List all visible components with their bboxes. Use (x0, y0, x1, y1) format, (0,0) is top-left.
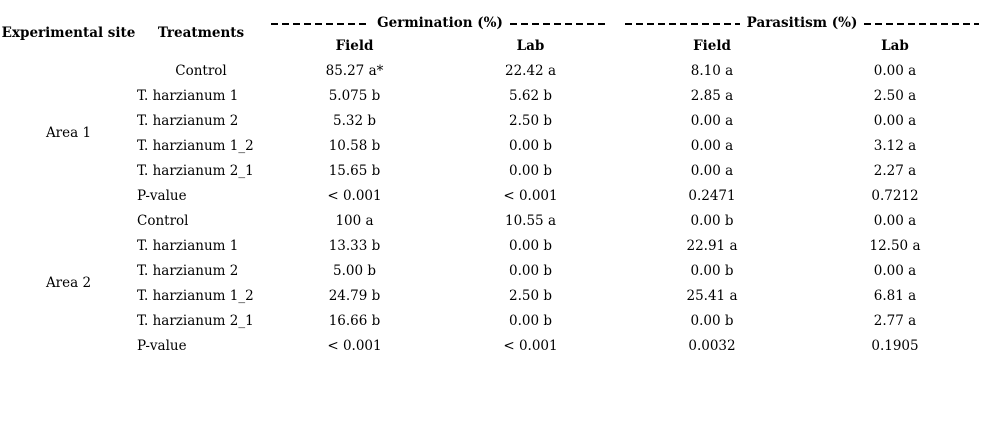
subcol-header-parasitism-lab: Lab (881, 38, 909, 54)
treatment-cell: T. harzianum 1 (137, 87, 239, 104)
treatment-cell: T. harzianum 2_1 (137, 312, 254, 329)
value-parasitism-field: 0.00 b (690, 262, 734, 279)
value-germination-field: 13.33 b (328, 237, 381, 254)
dash-line (625, 23, 740, 25)
value-parasitism-lab: 0.00 a (873, 212, 917, 229)
col-header-treatments: Treatments (157, 25, 245, 41)
value-parasitism-lab: 3.12 a (873, 137, 917, 154)
value-parasitism-lab: 2.50 a (873, 87, 917, 104)
value-germination-lab: 22.42 a (505, 62, 556, 79)
value-germination-lab: 10.55 a (505, 212, 556, 229)
value-parasitism-field: 0.0032 (688, 337, 736, 354)
treatments-results-table: Experimental site Treatments Germination… (2, 8, 990, 358)
value-germination-field: 24.79 b (328, 287, 381, 304)
col-header-experimental-site: Experimental site (1, 25, 136, 41)
dash-line (271, 23, 371, 25)
subcol-header-parasitism-field: Field (693, 38, 731, 54)
value-germination-field: 5.32 b (333, 112, 376, 129)
treatment-cell: T. harzianum 2_1 (137, 162, 254, 179)
area-label: Area 2 (45, 275, 92, 291)
subcol-header-germination-lab: Lab (516, 38, 545, 54)
dash-line (864, 23, 979, 25)
value-parasitism-lab: 0.00 a (873, 112, 917, 129)
value-parasitism-field: 0.2471 (688, 187, 736, 204)
value-germination-lab: 0.00 b (509, 162, 552, 179)
value-germination-field: < 0.001 (327, 187, 382, 204)
value-parasitism-lab: 2.77 a (873, 312, 917, 329)
value-germination-field: 85.27 a* (325, 62, 384, 79)
treatment-cell: Control (137, 212, 189, 229)
value-germination-field: 5.075 b (328, 87, 381, 104)
treatment-cell: T. harzianum 1_2 (137, 287, 254, 304)
value-parasitism-field: 0.00 a (690, 137, 734, 154)
value-parasitism-field: 0.00 b (690, 312, 734, 329)
value-parasitism-field: 22.91 a (686, 237, 738, 254)
value-parasitism-lab: 6.81 a (873, 287, 917, 304)
value-germination-lab: 0.00 b (509, 262, 552, 279)
area-label: Area 1 (45, 125, 92, 141)
treatment-cell: P-value (137, 337, 187, 354)
group-header-germination-label: Germination (%) (377, 15, 503, 31)
value-germination-field: < 0.001 (327, 337, 382, 354)
value-germination-lab: 0.00 b (509, 312, 552, 329)
value-parasitism-lab: 0.7212 (871, 187, 919, 204)
value-parasitism-lab: 0.1905 (871, 337, 919, 354)
value-germination-field: 10.58 b (328, 137, 381, 154)
treatment-cell: T. harzianum 1_2 (137, 137, 254, 154)
value-germination-field: 100 a (335, 212, 374, 229)
value-germination-lab: 2.50 b (509, 112, 552, 129)
value-parasitism-field: 0.00 a (690, 162, 734, 179)
value-germination-lab: 5.62 b (509, 87, 552, 104)
treatment-cell: Control (175, 62, 227, 79)
value-germination-field: 16.66 b (328, 312, 381, 329)
value-parasitism-lab: 0.00 a (873, 62, 917, 79)
dash-line (509, 23, 610, 25)
value-parasitism-lab: 2.27 a (873, 162, 917, 179)
group-header-parasitism: Parasitism (%) (619, 8, 985, 38)
subcol-header-germination-field: Field (335, 38, 374, 54)
germination-group-row: Germination (%) (271, 15, 610, 31)
treatment-cell: T. harzianum 2 (137, 262, 239, 279)
treatment-cell: T. harzianum 2 (137, 112, 239, 129)
value-parasitism-field: 2.85 a (690, 87, 734, 104)
value-germination-field: 15.65 b (328, 162, 381, 179)
value-parasitism-field: 0.00 b (690, 212, 734, 229)
value-germination-field: 5.00 b (333, 262, 376, 279)
value-parasitism-field: 25.41 a (686, 287, 738, 304)
parasitism-group-row: Parasitism (%) (625, 15, 979, 31)
value-parasitism-field: 0.00 a (690, 112, 734, 129)
value-parasitism-lab: 0.00 a (873, 262, 917, 279)
group-header-germination: Germination (%) (267, 8, 619, 38)
value-parasitism-field: 8.10 a (690, 62, 734, 79)
value-germination-lab: 2.50 b (509, 287, 552, 304)
value-germination-lab: 0.00 b (509, 237, 552, 254)
value-parasitism-lab: 12.50 a (869, 237, 921, 254)
value-germination-lab: < 0.001 (503, 337, 558, 354)
treatment-cell: P-value (137, 187, 187, 204)
group-header-parasitism-label: Parasitism (%) (746, 15, 858, 31)
value-germination-lab: 0.00 b (509, 137, 552, 154)
treatment-cell: T. harzianum 1 (137, 237, 239, 254)
value-germination-lab: < 0.001 (503, 187, 558, 204)
